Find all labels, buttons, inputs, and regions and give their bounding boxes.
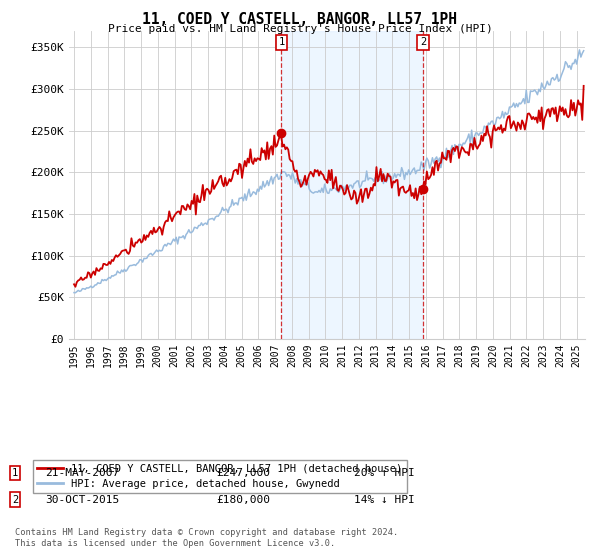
Text: 20% ↑ HPI: 20% ↑ HPI xyxy=(354,468,415,478)
Text: 14% ↓ HPI: 14% ↓ HPI xyxy=(354,494,415,505)
Text: 21-MAY-2007: 21-MAY-2007 xyxy=(45,468,119,478)
Text: £247,000: £247,000 xyxy=(216,468,270,478)
Legend: 11, COED Y CASTELL, BANGOR, LL57 1PH (detached house), HPI: Average price, detac: 11, COED Y CASTELL, BANGOR, LL57 1PH (de… xyxy=(33,460,407,493)
Text: 11, COED Y CASTELL, BANGOR, LL57 1PH: 11, COED Y CASTELL, BANGOR, LL57 1PH xyxy=(143,12,458,27)
Text: £180,000: £180,000 xyxy=(216,494,270,505)
Bar xyxy=(281,31,423,339)
Text: 1: 1 xyxy=(278,38,284,48)
Text: Price paid vs. HM Land Registry's House Price Index (HPI): Price paid vs. HM Land Registry's House … xyxy=(107,24,493,34)
Text: 1: 1 xyxy=(12,468,18,478)
Text: 2: 2 xyxy=(420,38,426,48)
Text: 2: 2 xyxy=(12,494,18,505)
Text: Contains HM Land Registry data © Crown copyright and database right 2024.
This d: Contains HM Land Registry data © Crown c… xyxy=(15,528,398,548)
Text: 30-OCT-2015: 30-OCT-2015 xyxy=(45,494,119,505)
